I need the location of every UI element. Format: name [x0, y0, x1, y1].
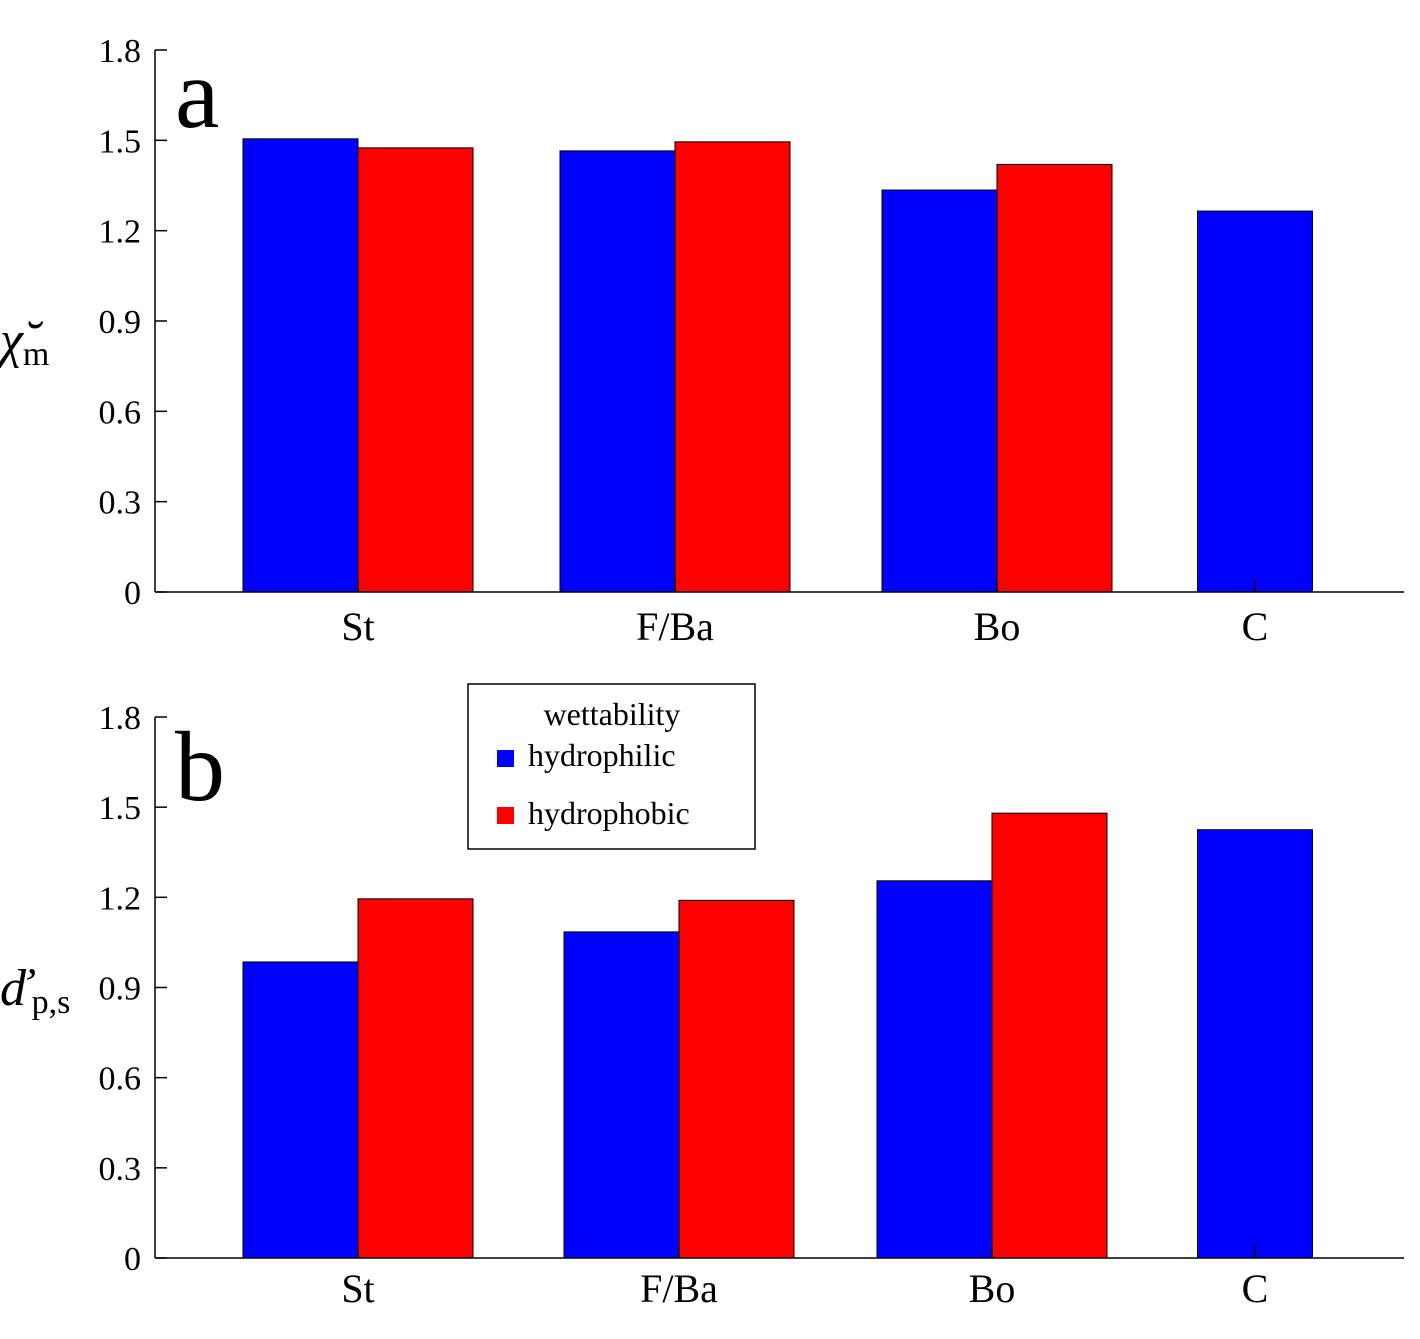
panel-a-xtick-label-2: Bo — [974, 604, 1021, 649]
panel-a-ytick-label-6: 1.8 — [99, 33, 142, 70]
legend-box — [467, 683, 756, 850]
panel-b-ytick-label-2: 0.6 — [99, 1061, 142, 1098]
panel-a-xtick-label-3: C — [1242, 604, 1269, 649]
panel-b: b ďp,s wettability hydrophilic hydrophob… — [0, 683, 1404, 1311]
panel-b-ylabel: ďp,s — [0, 960, 70, 1021]
panel-b-bar-bo-hydrophilic — [876, 880, 993, 1259]
panel-b-bars — [242, 812, 1313, 1259]
panel-a-bar-fba-hydrophobic — [674, 141, 791, 593]
panel-b-ytick-label-4: 1.2 — [99, 880, 142, 917]
panel-b-xtick-label-1: F/Ba — [640, 1266, 718, 1311]
legend: wettability hydrophilic hydrophobic — [467, 683, 756, 850]
panel-b-bar-st-hydrophilic — [242, 961, 359, 1259]
legend-label-hydrophobic: hydrophobic — [528, 795, 690, 831]
panel-a-xtick-label-0: St — [341, 604, 374, 649]
panel-a-ytick-label-0: 0 — [124, 575, 141, 612]
panel-a-bar-c-hydrophilic — [1197, 210, 1313, 593]
panel-a-bar-st-hydrophilic — [242, 138, 359, 593]
panel-a-ytick-label-5: 1.5 — [99, 123, 142, 160]
panel-b-bar-c-hydrophilic — [1197, 829, 1313, 1259]
panel-a-ytick-label-4: 1.2 — [99, 214, 142, 251]
panel-b-ylabel-subscript: p,s — [32, 984, 71, 1021]
panel-a-bar-bo-hydrophilic — [881, 189, 998, 593]
panel-a-ytick-label-2: 0.6 — [99, 394, 142, 431]
panel-b-xtick-label-2: Bo — [969, 1266, 1016, 1311]
panel-a-ytick-label-3: 0.9 — [99, 304, 142, 341]
panel-a-label: a — [175, 38, 219, 149]
panel-a-ylabel-subscript: m — [23, 336, 49, 373]
panel-b-ytick-label-1: 0.3 — [99, 1151, 142, 1188]
legend-title: wettability — [544, 696, 681, 732]
panel-a-bar-st-hydrophobic — [357, 147, 474, 593]
panel-b-bar-fba-hydrophilic — [563, 931, 680, 1259]
panel-b-xtick-label-3: C — [1242, 1266, 1269, 1311]
panel-a-ytick-label-1: 0.3 — [99, 485, 142, 522]
panel-b-xtick-label-0: St — [341, 1266, 374, 1311]
panel-b-bar-st-hydrophobic — [357, 898, 474, 1259]
panel-b-ytick-label-0: 0 — [124, 1241, 141, 1278]
panel-a-xtick-label-1: F/Ba — [636, 604, 714, 649]
panel-a-bar-bo-hydrophobic — [996, 163, 1113, 593]
panel-a: a χ̆m 0 0.3 0.6 0.9 1.2 1.5 1.8 St F/Ba Bo C — [0, 33, 1404, 649]
panel-b-ytick-label-3: 0.9 — [99, 971, 142, 1008]
panel-b-label: b — [175, 711, 225, 822]
legend-swatch-hydrophilic — [497, 750, 514, 767]
panel-b-bar-bo-hydrophobic — [991, 812, 1108, 1259]
panel-a-ylabel: χ̆m — [0, 312, 49, 373]
panel-b-ytick-label-5: 1.5 — [99, 790, 142, 827]
panel-b-ylabel-symbol: ď — [0, 960, 35, 1017]
panel-a-bars — [242, 138, 1313, 593]
panel-a-bar-fba-hydrophilic — [559, 150, 676, 593]
legend-swatch-hydrophobic — [497, 807, 514, 824]
legend-label-hydrophilic: hydrophilic — [528, 737, 676, 773]
panel-b-ytick-label-6: 1.8 — [99, 700, 142, 737]
panel-b-bar-fba-hydrophobic — [678, 899, 795, 1259]
